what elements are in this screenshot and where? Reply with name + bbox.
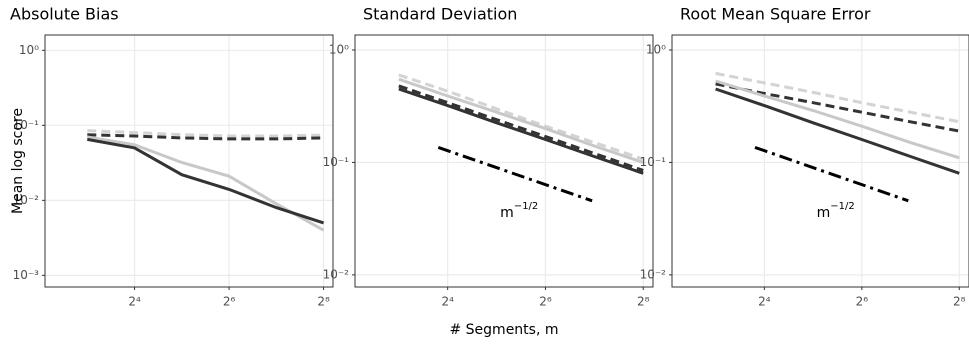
y-tick-label: 10⁻¹ (640, 155, 667, 169)
series-line (87, 135, 325, 232)
y-tick-label: 10⁰ (19, 43, 39, 57)
x-tick-label: 2⁸ (637, 295, 650, 309)
annotation: m−1/2 (817, 201, 855, 221)
annotation-exponent: −1/2 (514, 201, 538, 212)
y-tick-label: 10⁻² (13, 193, 40, 207)
y-tick-label: 10⁻² (640, 267, 667, 281)
y-tick-label: 10⁻¹ (323, 155, 350, 169)
series-line (398, 77, 644, 164)
annotation-text: m (817, 205, 831, 221)
panel-title: Root Mean Square Error (680, 5, 871, 24)
annotation-text: m (500, 205, 514, 221)
x-tick-label: 2⁸ (953, 295, 966, 309)
y-tick-label: 10⁻² (323, 267, 350, 281)
x-tick-label: 2⁶ (856, 295, 869, 309)
series-line (87, 129, 324, 138)
x-tick-label: 2⁶ (539, 295, 552, 309)
panel-title: Standard Deviation (363, 5, 517, 24)
x-tick-label: 2⁸ (317, 295, 330, 309)
annotation: m−1/2 (500, 201, 538, 221)
panel-border (354, 34, 654, 288)
y-tick-label: 10⁻³ (13, 268, 40, 282)
annotation-exponent: −1/2 (830, 201, 854, 212)
series-line (87, 137, 325, 225)
series-line (398, 87, 644, 175)
series-line (754, 145, 909, 203)
x-tick-label: 2⁴ (441, 295, 454, 309)
x-tick-label: 2⁴ (128, 295, 141, 309)
y-tick-label: 10⁰ (646, 43, 666, 57)
y-tick-label: 10⁻¹ (13, 118, 40, 132)
series-line (437, 145, 593, 203)
panel-title: Absolute Bias (10, 5, 119, 24)
panel-border (44, 34, 334, 288)
series-line (87, 133, 324, 141)
x-axis-label: # Segments, m (449, 322, 558, 338)
x-tick-label: 2⁶ (223, 295, 236, 309)
series-line (715, 79, 960, 160)
x-tick-label: 2⁴ (758, 295, 771, 309)
y-tick-label: 10⁰ (329, 43, 349, 57)
series-line (398, 84, 644, 172)
series-line (715, 87, 960, 175)
series-line (398, 73, 644, 161)
y-axis-label: Mean log score (10, 108, 26, 214)
panel-background (45, 35, 333, 287)
panel-border (671, 34, 969, 288)
